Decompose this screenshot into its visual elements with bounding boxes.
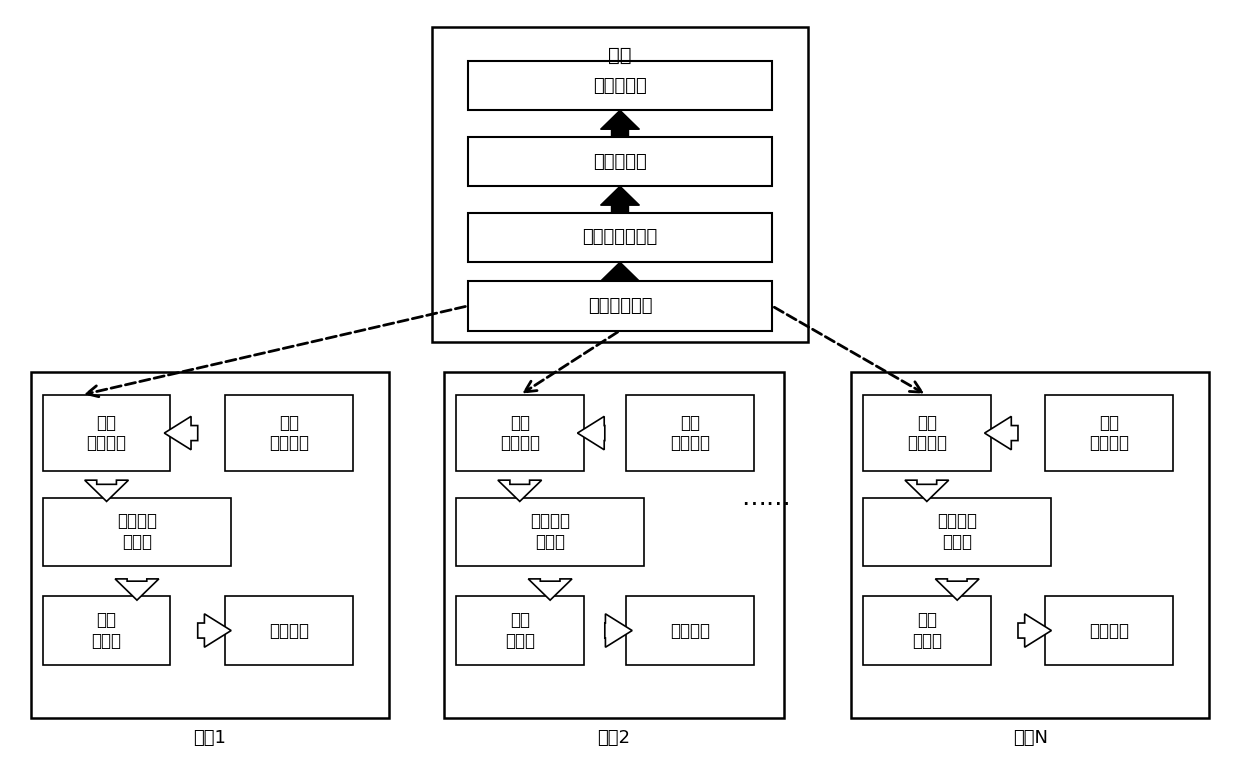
- Polygon shape: [528, 579, 572, 600]
- Bar: [456, 395, 584, 471]
- Bar: [467, 213, 771, 262]
- Text: 车载中央
控制器: 车载中央 控制器: [117, 512, 157, 551]
- Text: 执行机构: 执行机构: [1089, 622, 1130, 639]
- Polygon shape: [600, 186, 640, 213]
- Bar: [1045, 597, 1173, 665]
- Polygon shape: [985, 416, 1018, 449]
- Text: 交通信号灯: 交通信号灯: [593, 77, 647, 95]
- Polygon shape: [600, 110, 640, 137]
- Polygon shape: [115, 579, 159, 600]
- Text: ……: ……: [742, 486, 791, 510]
- Bar: [31, 372, 389, 718]
- Text: 车载
通信单元: 车载 通信单元: [500, 414, 539, 453]
- Text: 执行机构: 执行机构: [670, 622, 709, 639]
- Text: 交通信号机: 交通信号机: [593, 153, 647, 170]
- Bar: [626, 395, 754, 471]
- Text: 车载
通信单元: 车载 通信单元: [87, 414, 126, 453]
- Text: 车载
定位单元: 车载 定位单元: [1089, 414, 1130, 453]
- Bar: [224, 597, 352, 665]
- Text: 车辆2: 车辆2: [598, 729, 630, 747]
- Bar: [851, 372, 1209, 718]
- Bar: [42, 597, 170, 665]
- Text: 车辆1: 车辆1: [193, 729, 227, 747]
- Bar: [467, 137, 771, 186]
- Text: 车载中央
控制器: 车载中央 控制器: [531, 512, 570, 551]
- Bar: [224, 395, 352, 471]
- Polygon shape: [600, 262, 640, 281]
- Bar: [467, 61, 771, 110]
- Text: 车辆N: 车辆N: [1013, 729, 1048, 747]
- Text: 交通信号控制器: 交通信号控制器: [583, 229, 657, 246]
- Bar: [432, 26, 808, 342]
- Text: 车载
定位单元: 车载 定位单元: [670, 414, 709, 453]
- Text: 执行机构: 执行机构: [269, 622, 309, 639]
- Bar: [467, 281, 771, 330]
- Bar: [444, 372, 784, 718]
- Text: 车载
定位单元: 车载 定位单元: [269, 414, 309, 453]
- Bar: [626, 597, 754, 665]
- Text: 车载
通信单元: 车载 通信单元: [906, 414, 947, 453]
- Bar: [456, 498, 645, 566]
- Bar: [863, 498, 1052, 566]
- Text: 路侧通信单元: 路侧通信单元: [588, 297, 652, 315]
- Polygon shape: [164, 416, 197, 449]
- Polygon shape: [605, 614, 632, 647]
- Polygon shape: [1018, 614, 1052, 647]
- Polygon shape: [905, 480, 949, 501]
- Text: 路口: 路口: [609, 46, 631, 65]
- Text: 下位
控制器: 下位 控制器: [92, 611, 122, 650]
- Polygon shape: [498, 480, 542, 501]
- Bar: [863, 597, 991, 665]
- Polygon shape: [84, 480, 129, 501]
- Polygon shape: [935, 579, 980, 600]
- Bar: [456, 597, 584, 665]
- Polygon shape: [578, 416, 605, 449]
- Bar: [863, 395, 991, 471]
- Bar: [42, 395, 170, 471]
- Bar: [42, 498, 231, 566]
- Polygon shape: [197, 614, 231, 647]
- Text: 下位
控制器: 下位 控制器: [911, 611, 942, 650]
- Bar: [1045, 395, 1173, 471]
- Text: 车载中央
控制器: 车载中央 控制器: [937, 512, 977, 551]
- Text: 下位
控制器: 下位 控制器: [505, 611, 534, 650]
